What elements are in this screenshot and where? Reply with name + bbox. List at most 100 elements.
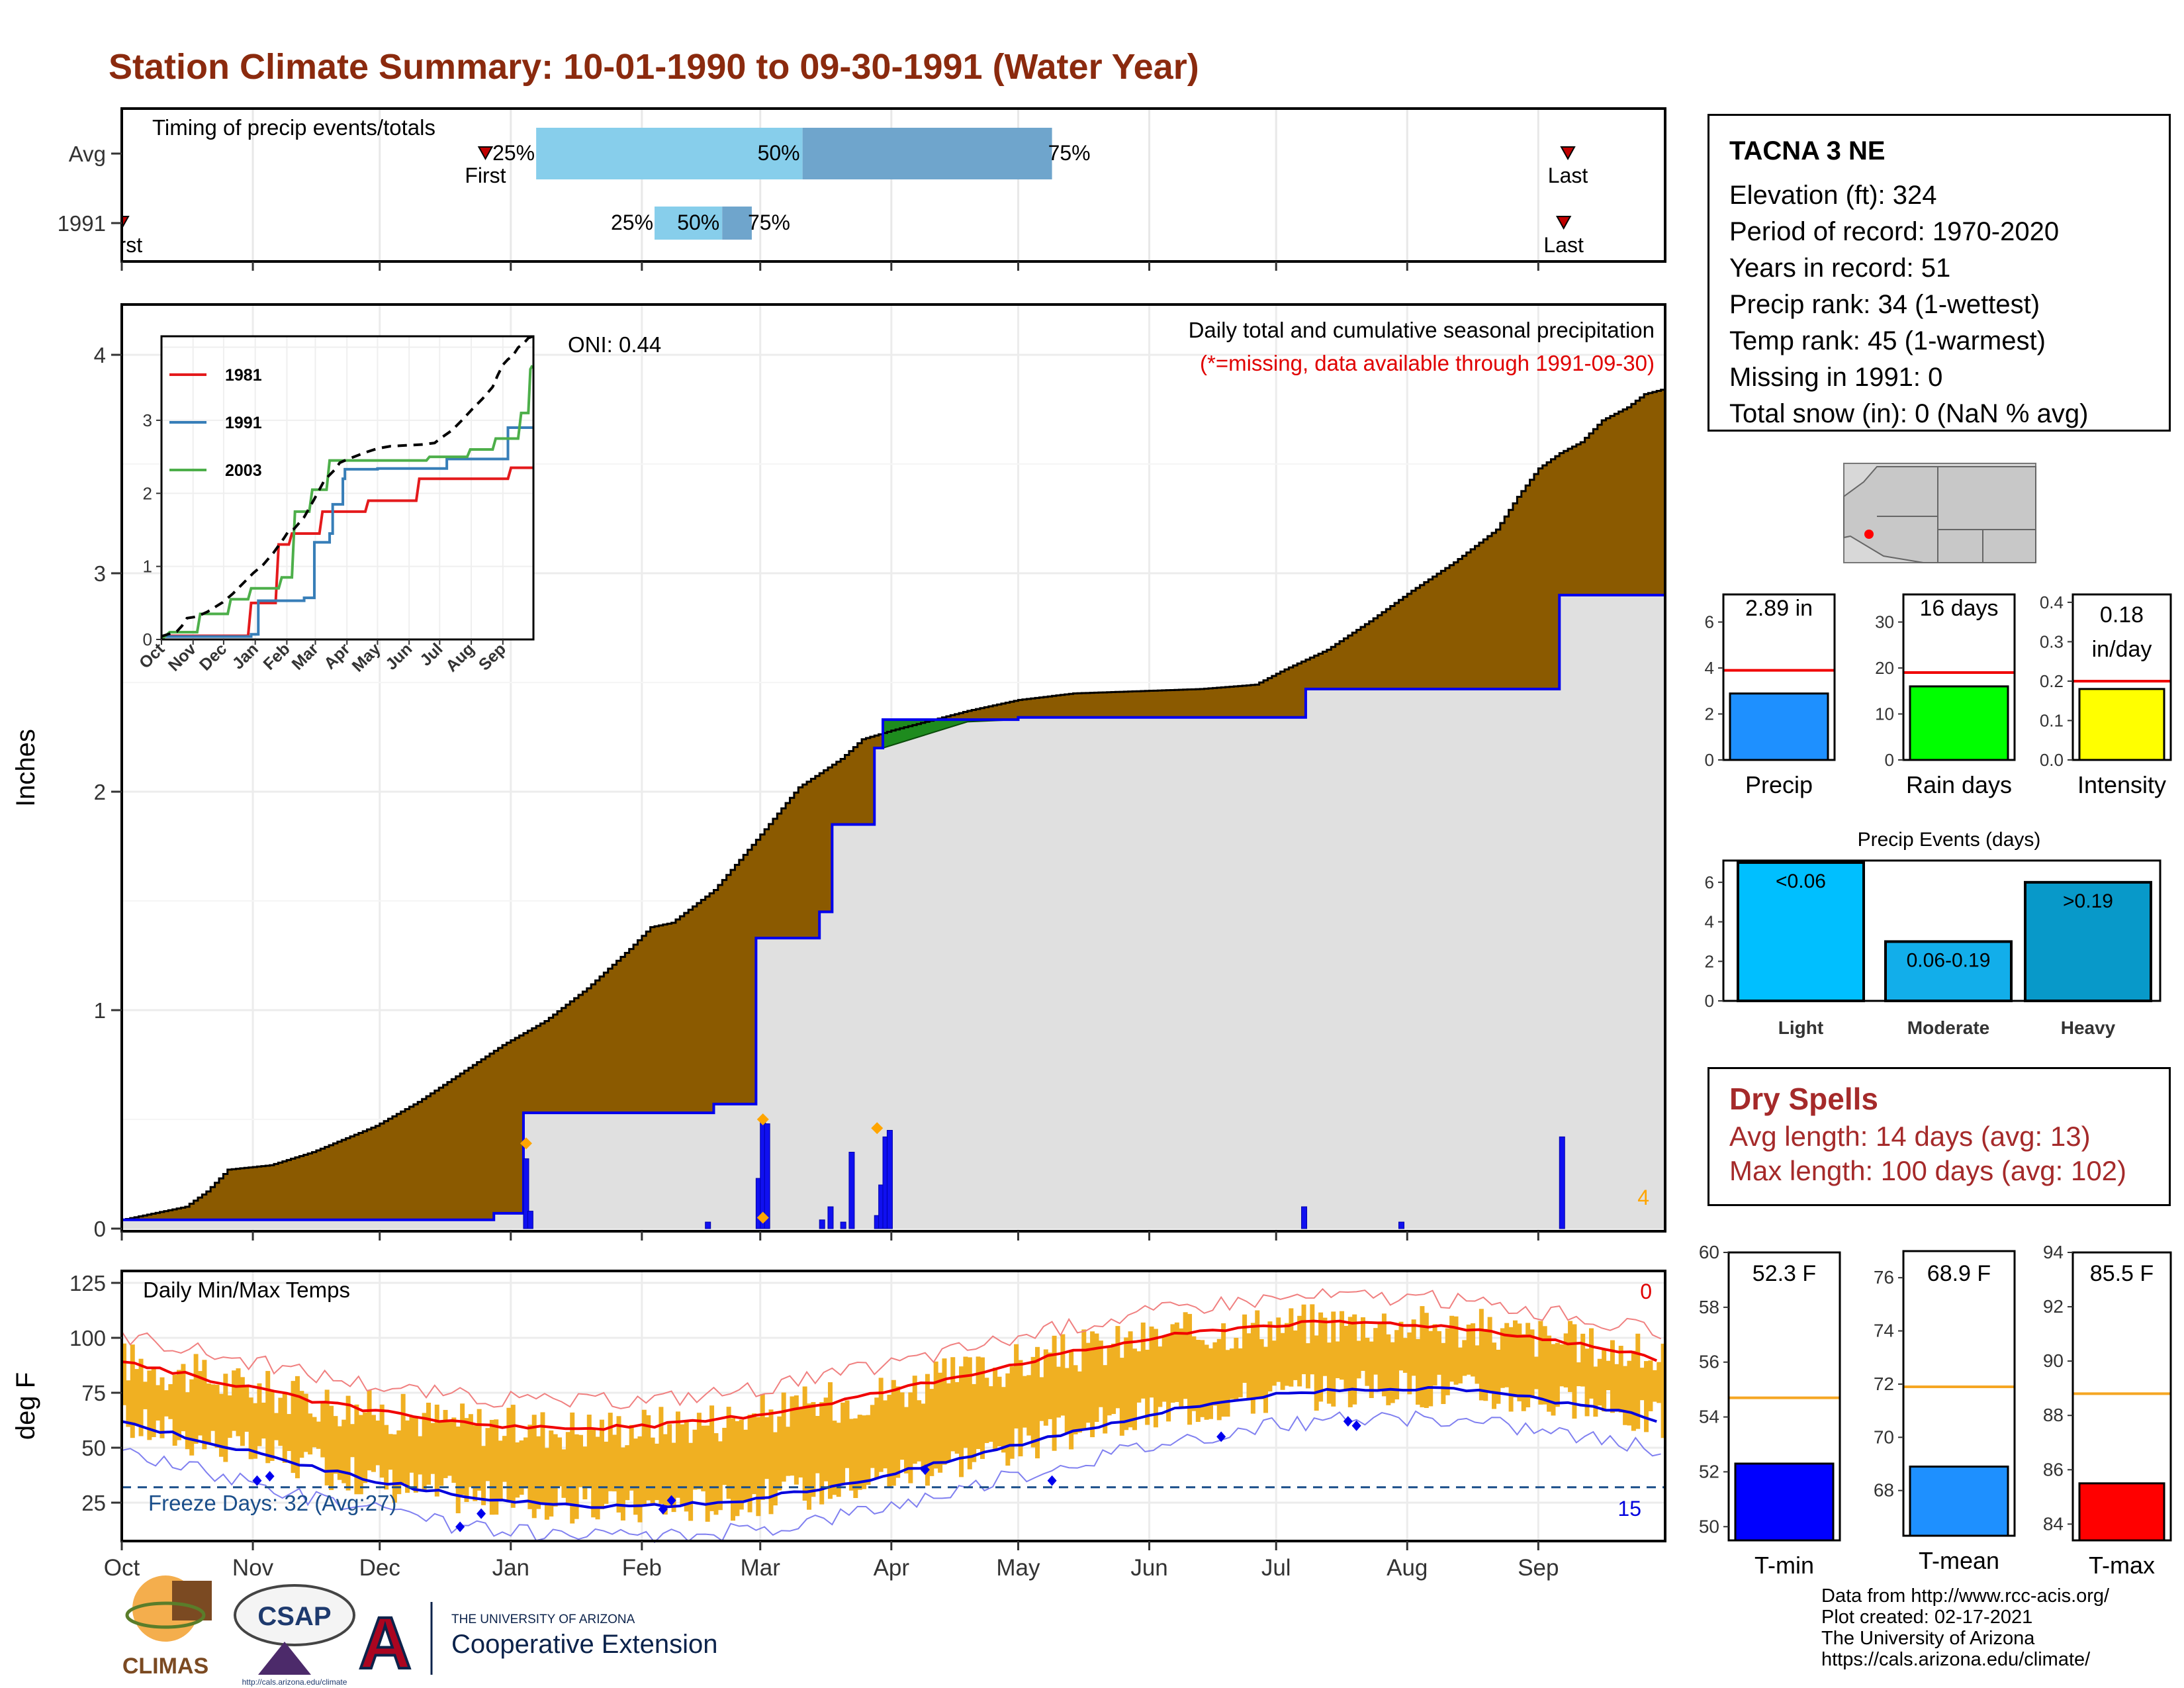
temp-daily-bar [570, 1412, 575, 1524]
temp-daily-bar [1212, 1342, 1218, 1406]
temp-daily-bar [396, 1430, 402, 1495]
mini-ytick: 30 [1875, 612, 1894, 632]
temp-daily-bar [883, 1400, 888, 1469]
temp-daily-bar [265, 1371, 271, 1464]
temp-record-marker [455, 1521, 465, 1532]
temp-daily-bar [1014, 1344, 1019, 1429]
temp-daily-bar [126, 1380, 131, 1427]
temp-daily-bar [1471, 1323, 1476, 1377]
station-location-marker [1864, 530, 1874, 539]
temp-daily-bar [959, 1366, 964, 1477]
mini-ytick: 54 [1699, 1407, 1719, 1427]
temp-daily-bar [1149, 1326, 1154, 1398]
temp-ytick: 125 [69, 1271, 106, 1295]
temp-daily-bar [1119, 1358, 1124, 1436]
timing-row-label: Avg [69, 142, 106, 166]
temp-daily-bar [1242, 1314, 1248, 1383]
timing-bar-50-75 [722, 207, 752, 240]
month-label: Apr [874, 1555, 910, 1581]
temp-daily-bar [777, 1416, 782, 1491]
temp-daily-bar [1390, 1342, 1395, 1403]
temp-daily-bar [1538, 1321, 1543, 1405]
temp-daily-bar [917, 1400, 922, 1462]
temp-daily-bar [1555, 1342, 1560, 1407]
timing-label-50: 50% [758, 141, 800, 165]
temp-daily-bar [460, 1403, 465, 1495]
month-label: Jun [1130, 1555, 1167, 1581]
temp-daily-bar [1234, 1337, 1239, 1402]
temp-daily-bar [772, 1432, 778, 1506]
temp-daily-bar [1639, 1368, 1645, 1401]
timing-bar-50-75 [802, 128, 1052, 179]
timing-marker-last [1555, 216, 1572, 230]
temp-daily-bar [481, 1446, 486, 1505]
temp-daily-bar [1170, 1324, 1175, 1403]
precip-ytick: 2 [94, 780, 106, 804]
month-label: Sep [1518, 1555, 1559, 1581]
temp-daily-bar [159, 1377, 165, 1438]
mini-ytick: 20 [1875, 658, 1894, 678]
inset-series-1981 [160, 466, 533, 641]
temp-daily-bar [185, 1392, 190, 1450]
temp-daily-bar [515, 1442, 520, 1498]
temp-daily-bar [422, 1413, 427, 1491]
temp-daily-bar [324, 1389, 330, 1485]
temp-daily-bar [747, 1415, 752, 1513]
temp-daily-bar [1466, 1325, 1471, 1375]
csap-logo-text: CSAP [257, 1602, 331, 1631]
temp-record-marker [1047, 1475, 1057, 1486]
temp-daily-bar [168, 1383, 173, 1419]
mini-bar-T-max [2078, 1482, 2165, 1542]
precip-caption: Daily total and cumulative seasonal prec… [1189, 318, 1655, 342]
temp-daily-bar [1069, 1350, 1074, 1450]
temp-daily-bar [261, 1402, 266, 1439]
mini-label: T-mean [1919, 1547, 1999, 1574]
temp-daily-bar [236, 1368, 241, 1436]
temp-daily-bar [223, 1374, 228, 1462]
temp-daily-bar [1343, 1325, 1349, 1390]
temp-daily-bar [1153, 1329, 1158, 1428]
events-ytick: 2 [1705, 951, 1714, 971]
mini-value: 16 days [1919, 596, 1998, 621]
temp-record-marker [1216, 1431, 1226, 1442]
temp-daily-bar [946, 1383, 951, 1462]
timing-label-50: 50% [677, 211, 719, 234]
temp-daily-bar [972, 1383, 977, 1462]
precip-marker [756, 1113, 769, 1125]
temp-daily-bar [240, 1377, 245, 1446]
station-line: Elevation (ft): 324 [1729, 181, 1937, 210]
temp-daily-bar [498, 1440, 503, 1501]
temp-daily-bar [929, 1389, 934, 1476]
temp-daily-bar [1161, 1336, 1167, 1402]
temp-daily-bar [1661, 1343, 1666, 1438]
temp-daily-bar [954, 1382, 960, 1454]
mini-temp-value: 68.9 F [1927, 1261, 1991, 1286]
temp-daily-bar [540, 1412, 545, 1504]
temp-daily-bar [1276, 1317, 1281, 1382]
temp-daily-bar [269, 1390, 275, 1461]
temp-daily-bar [1107, 1348, 1112, 1416]
temp-daily-bar [244, 1386, 250, 1432]
temp-daily-bar [650, 1437, 655, 1505]
inset-ytick: 3 [143, 410, 152, 430]
events-bar-text: >0.19 [2063, 890, 2113, 912]
climas-logo-icon [172, 1581, 212, 1620]
temp-daily-bar [464, 1418, 469, 1502]
events-frame [1722, 859, 2161, 1002]
temp-daily-bar [1432, 1324, 1437, 1386]
temp-daily-bar [1551, 1344, 1556, 1416]
temp-daily-bar [308, 1413, 313, 1455]
mini-ytick: 50 [1699, 1516, 1719, 1536]
temp-avg-min-line [121, 1385, 1657, 1509]
temp-daily-bar [1030, 1356, 1036, 1448]
temp-daily-bar [337, 1426, 342, 1480]
temp-daily-bar [878, 1378, 884, 1472]
temp-daily-bar [1098, 1340, 1103, 1407]
mini-ytick: 74 [1874, 1321, 1894, 1341]
temp-daily-bar [1174, 1322, 1179, 1402]
temp-daily-bar [751, 1413, 756, 1495]
temp-daily-bar [536, 1436, 541, 1509]
temp-daily-bar [993, 1368, 998, 1449]
temp-daily-bar [371, 1415, 376, 1472]
